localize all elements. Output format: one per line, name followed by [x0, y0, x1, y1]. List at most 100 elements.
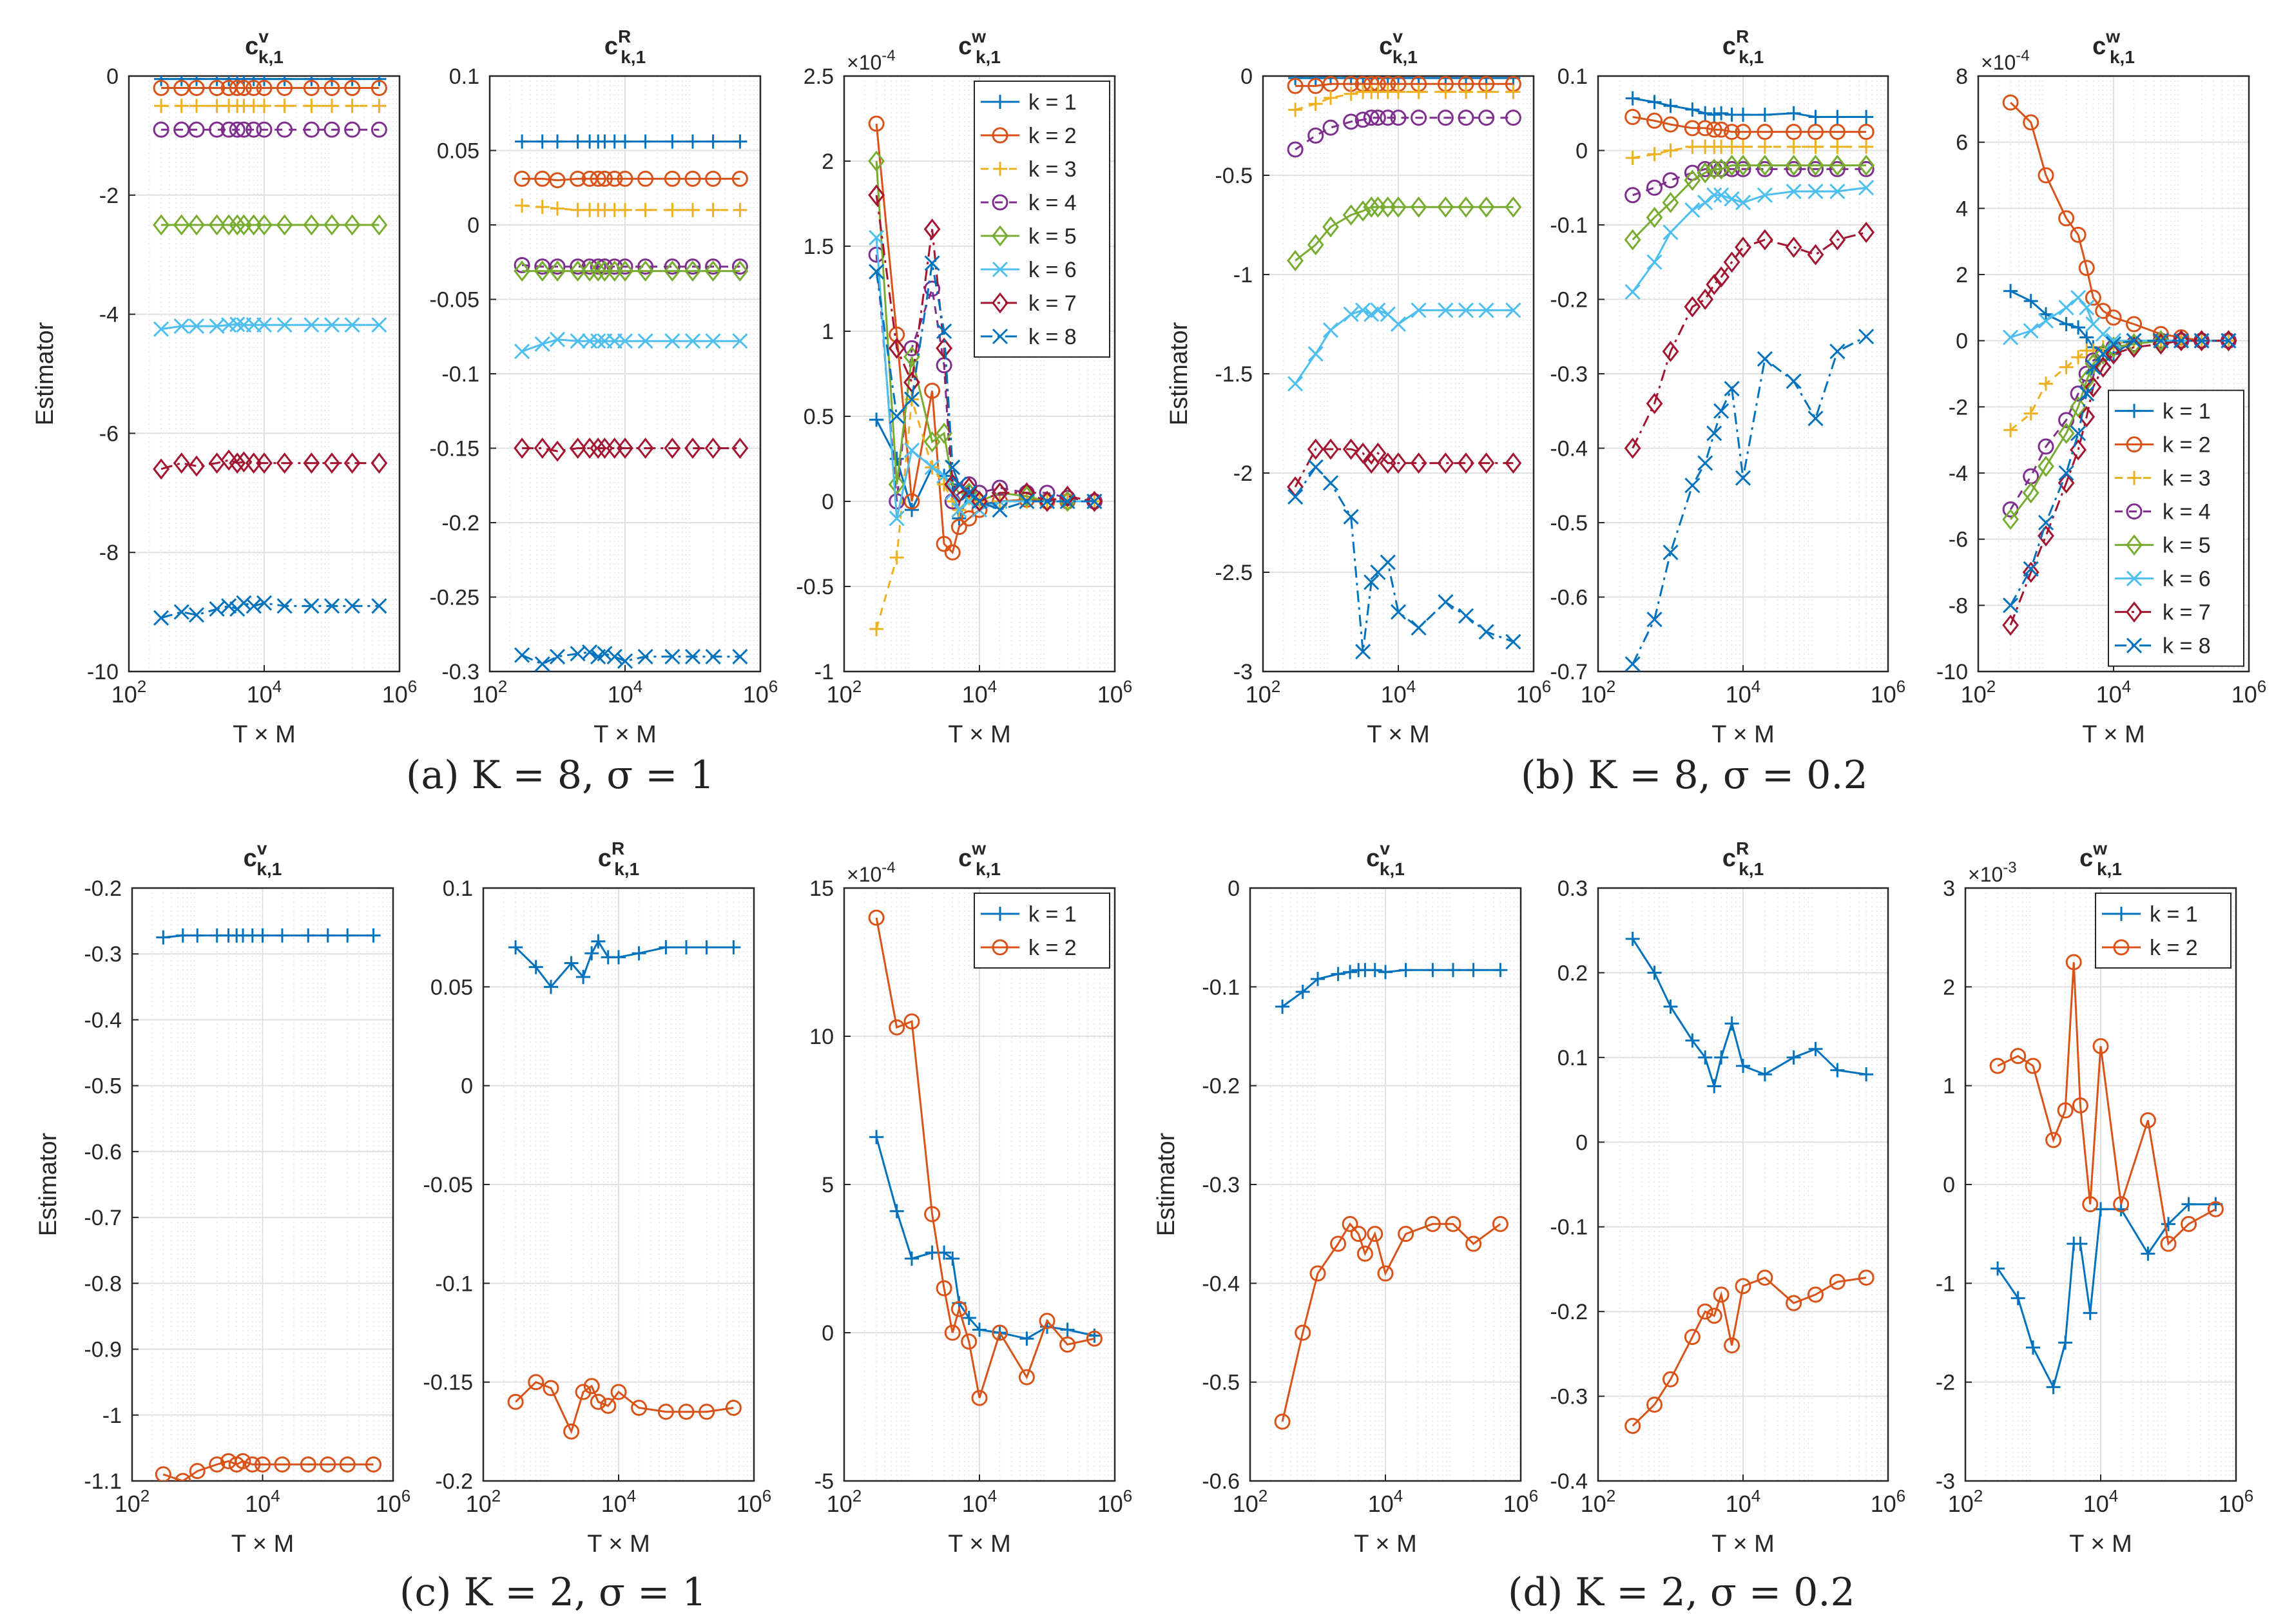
- data-point-k4: [1437, 110, 1454, 126]
- data-point-k6: [1786, 183, 1802, 200]
- x-tick-label: 102: [1233, 1486, 1268, 1517]
- axes-frame: [843, 887, 1116, 1482]
- legend-box: [974, 893, 1110, 969]
- data-point-k5: [637, 260, 654, 282]
- data-point-k2: [1059, 1336, 1076, 1353]
- data-point-k2: [1757, 124, 1773, 140]
- data-point-k2: [924, 1206, 941, 1223]
- data-point-k1: [345, 76, 360, 86]
- data-point-k2: [276, 79, 293, 96]
- data-point-k8: [1287, 488, 1304, 505]
- data-point-k8: [1807, 411, 1824, 427]
- data-point-k8: [304, 598, 320, 614]
- data-point-k5: [2078, 369, 2096, 391]
- data-point-k5: [1307, 234, 1324, 256]
- data-point-k5: [1662, 191, 1679, 213]
- data-point-k4: [637, 258, 654, 275]
- data-point-k2: [2092, 1038, 2109, 1054]
- data-point-k6: [1684, 202, 1701, 218]
- data-point-k2: [274, 1456, 291, 1473]
- legend: k = 1 k = 2: [2095, 893, 2231, 969]
- data-point-k8: [1086, 493, 1103, 510]
- data-point-k8: [2153, 333, 2169, 349]
- data-point-k5: [684, 260, 701, 282]
- data-point-k2: [1018, 1369, 1035, 1386]
- series-line-k2: [1997, 962, 2217, 1246]
- data-point-k6: [256, 317, 273, 333]
- data-point-k1: [706, 134, 720, 149]
- y-tick-label: -0.8: [84, 1271, 122, 1296]
- series-line-k7: [1294, 448, 1514, 488]
- data-point-k1: [1331, 967, 1345, 981]
- data-point-k5: [1646, 207, 1663, 228]
- data-point-k5: [1458, 196, 1474, 218]
- data-point-k4: [1039, 485, 1055, 501]
- data-point-k7: [235, 451, 253, 473]
- y-tick-label: 0.1: [1557, 64, 1588, 89]
- data-point-k2: [1786, 1295, 1802, 1311]
- data-point-k6: [1735, 195, 1751, 211]
- data-point-k2: [255, 1456, 271, 1473]
- data-point-k2: [992, 1324, 1008, 1341]
- data-point-k2: [2025, 1058, 2041, 1074]
- y-tick-label: -0.9: [84, 1338, 122, 1362]
- series-group: [1274, 963, 1508, 1430]
- data-point-k4: [1354, 111, 1371, 128]
- series-group: [514, 134, 749, 672]
- data-point-k6: [304, 317, 320, 333]
- data-point-k1: [277, 76, 292, 86]
- data-point-k1: [189, 76, 204, 86]
- data-point-k1: [1311, 972, 1325, 987]
- data-point-k2: [936, 536, 952, 552]
- data-point-k8: [1858, 329, 1875, 345]
- data-point-k4: [1505, 110, 1521, 126]
- data-point-k2: [320, 1456, 336, 1473]
- data-point-k6: [1458, 302, 1474, 318]
- data-point-k1: [1625, 91, 1640, 106]
- y-tick-label: -1.5: [1215, 362, 1253, 387]
- data-point-k5: [153, 214, 170, 236]
- data-point-k7: [1756, 229, 1773, 251]
- data-point-k7: [514, 438, 531, 459]
- data-point-k1: [1446, 963, 1460, 978]
- data-point-k1: [2073, 1237, 2088, 1251]
- x-tick-label: 104: [601, 1486, 637, 1517]
- legend-marker-k2: [2113, 939, 2130, 956]
- data-point-k2: [705, 170, 722, 187]
- data-point-k5: [868, 150, 885, 172]
- data-point-k2: [2070, 226, 2087, 243]
- data-point-k8: [606, 648, 622, 664]
- data-point-k7: [1624, 438, 1641, 459]
- series-line-k8: [521, 651, 740, 666]
- data-point-k2: [1377, 1265, 1394, 1282]
- data-point-k2: [2181, 1215, 2197, 1232]
- data-point-k1: [190, 928, 205, 943]
- legend: k = 1 k = 2: [974, 893, 1110, 969]
- y-tick-label: -0.7: [1550, 660, 1588, 684]
- data-point-k6: [637, 333, 653, 349]
- legend-label-k8: k = 8: [1028, 325, 1077, 349]
- data-point-k1: [945, 1252, 960, 1266]
- data-point-k4: [570, 258, 586, 275]
- data-point-k8: [344, 598, 360, 614]
- data-point-k6: [1411, 302, 1427, 318]
- data-point-k7: [637, 438, 654, 459]
- data-point-k2: [1356, 1245, 1373, 1262]
- panel-title: cw k,1: [958, 838, 1001, 879]
- data-point-k2: [2023, 114, 2039, 131]
- data-point-k5: [704, 260, 722, 282]
- data-point-k4: [2038, 438, 2054, 455]
- data-point-k3: [304, 99, 319, 113]
- data-point-k2: [1735, 124, 1751, 140]
- legend-label-k1: k = 1: [1028, 90, 1077, 115]
- data-point-k4: [256, 121, 273, 138]
- data-point-k7: [664, 438, 681, 459]
- data-point-k3: [1625, 151, 1640, 166]
- data-point-k8: [1713, 403, 1730, 419]
- legend-label-k7: k = 7: [2163, 601, 2211, 625]
- legend-marker-k4: [992, 194, 1008, 211]
- data-point-k1: [1990, 1261, 2005, 1276]
- data-point-k1: [1685, 102, 1700, 117]
- x-tick-label: 106: [382, 677, 418, 708]
- data-point-k2: [903, 1013, 920, 1030]
